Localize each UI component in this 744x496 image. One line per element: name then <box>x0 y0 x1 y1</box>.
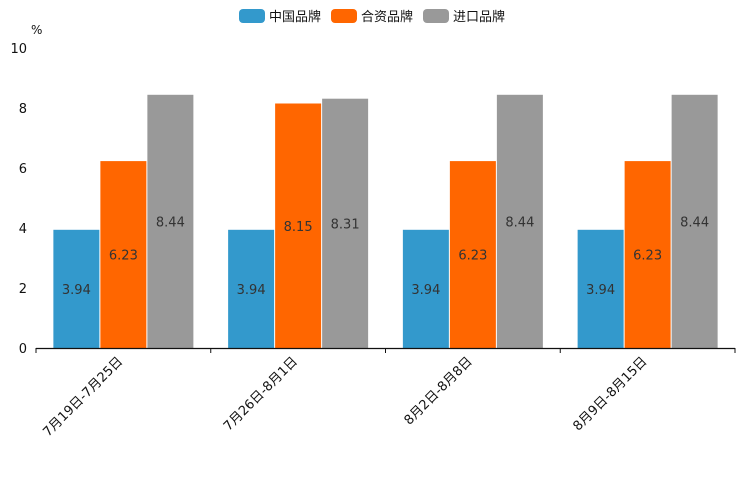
x-category-label: 7月19日-7月25日 <box>40 354 126 440</box>
bar <box>275 103 322 348</box>
bar-value-label: 8.31 <box>331 217 360 232</box>
x-category-label: 7月26日-8月1日 <box>221 354 301 434</box>
bar <box>624 161 671 348</box>
bars: 3.94 6.23 8.44 3.94 8.15 8.31 3.94 6.23 8.44 3.94… <box>53 94 718 348</box>
bar-value-label: 8.15 <box>284 220 313 235</box>
bar-value-label: 3.94 <box>62 283 91 298</box>
bar-value-label: 3.94 <box>237 283 266 298</box>
bar <box>53 229 100 348</box>
y-tick-label: 0 <box>19 342 27 357</box>
x-category-label: 8月2日-8月8日 <box>402 354 476 428</box>
bar <box>496 94 543 348</box>
y-tick-label: 4 <box>19 222 27 237</box>
bar <box>322 98 369 348</box>
y-axis-unit-label: % <box>31 23 42 37</box>
bar <box>100 161 147 348</box>
x-axis: 7月19日-7月25日 7月26日-8月1日 8月2日-8月8日 8月9日-8月15日 <box>35 347 736 440</box>
bar-value-label: 6.23 <box>458 249 487 264</box>
bar <box>671 94 718 348</box>
y-tick-label: 6 <box>19 162 27 177</box>
y-tick-label: 10 <box>10 42 27 57</box>
legend-label: 中国品牌 <box>269 9 321 25</box>
bar <box>228 229 275 348</box>
bar-value-label: 8.44 <box>680 215 709 230</box>
bar-value-label: 8.44 <box>505 215 534 230</box>
bar <box>449 161 496 348</box>
y-axis: 0 2 4 6 8 10 <box>10 42 27 357</box>
bar-value-label: 6.23 <box>633 249 662 264</box>
legend-swatch <box>239 9 265 23</box>
legend-label: 进口品牌 <box>453 9 505 25</box>
bar-value-label: 3.94 <box>586 283 615 298</box>
bar-value-label: 3.94 <box>411 283 440 298</box>
bar <box>577 229 624 348</box>
legend: 中国品牌 合资品牌 进口品牌 <box>239 9 505 25</box>
y-tick-label: 2 <box>19 282 27 297</box>
legend-swatch <box>331 9 357 23</box>
bar <box>402 229 449 348</box>
x-category-label: 8月9日-8月15日 <box>571 354 651 434</box>
bar <box>147 94 194 348</box>
legend-label: 合资品牌 <box>361 9 413 25</box>
bar-value-label: 8.44 <box>156 215 185 230</box>
legend-swatch <box>423 9 449 23</box>
bar-value-label: 6.23 <box>109 249 138 264</box>
y-tick-label: 8 <box>19 102 27 117</box>
